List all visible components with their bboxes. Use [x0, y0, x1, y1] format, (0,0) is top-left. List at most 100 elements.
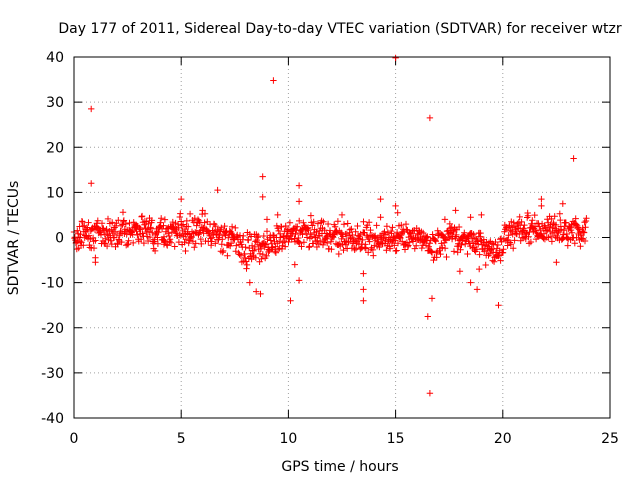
- data-point: [309, 222, 316, 229]
- data-point: [560, 227, 568, 234]
- data-point: [120, 217, 128, 224]
- data-point: [433, 254, 440, 261]
- data-point: [478, 211, 485, 219]
- data-point: [110, 234, 118, 241]
- data-point: [138, 212, 146, 220]
- data-point: [300, 219, 307, 226]
- data-point: [277, 234, 284, 241]
- data-point: [394, 209, 401, 216]
- data-point: [90, 244, 98, 252]
- data-point: [102, 235, 109, 242]
- data-point: [238, 241, 245, 248]
- data-point: [185, 223, 192, 230]
- data-point: [201, 210, 209, 217]
- data-point: [260, 232, 267, 240]
- data-point: [567, 226, 575, 234]
- data-point: [146, 233, 154, 241]
- data-point: [537, 226, 544, 234]
- data-point: [272, 243, 279, 250]
- data-point: [366, 238, 373, 245]
- data-point: [314, 220, 322, 227]
- data-point: [298, 243, 305, 250]
- data-point: [179, 221, 187, 228]
- data-point: [232, 248, 239, 255]
- data-point: [237, 252, 245, 259]
- data-point: [94, 217, 101, 224]
- data-point: [553, 259, 560, 266]
- data-point: [338, 211, 346, 219]
- data-point: [467, 279, 474, 286]
- data-point: [360, 218, 367, 225]
- data-point: [439, 244, 446, 251]
- data-point: [538, 195, 545, 203]
- data-point: [148, 217, 156, 224]
- data-point: [340, 246, 347, 254]
- data-point: [348, 225, 355, 233]
- data-point: [185, 239, 192, 247]
- data-point: [224, 252, 231, 259]
- data-point: [303, 234, 311, 241]
- data-point: [74, 227, 81, 234]
- data-point: [371, 242, 378, 249]
- data-point: [178, 222, 185, 229]
- y-tick-label: 40: [46, 50, 64, 66]
- data-point: [376, 243, 383, 251]
- data-point: [87, 235, 94, 243]
- data-point: [256, 250, 264, 257]
- data-point: [507, 241, 515, 248]
- data-point: [344, 220, 351, 227]
- data-point: [125, 237, 132, 244]
- data-point: [292, 230, 299, 238]
- data-point: [527, 238, 535, 246]
- data-point: [458, 241, 465, 249]
- data-point: [144, 233, 151, 240]
- data-point: [269, 244, 276, 251]
- data-point: [103, 242, 111, 250]
- x-tick-label: 5: [177, 431, 186, 447]
- data-point: [437, 250, 444, 258]
- data-point: [176, 231, 183, 239]
- data-point: [306, 243, 313, 250]
- data-point: [577, 243, 584, 250]
- data-point: [505, 232, 512, 239]
- data-point: [464, 250, 471, 258]
- data-point: [524, 212, 532, 219]
- data-point: [117, 222, 125, 229]
- data-point: [470, 231, 477, 238]
- data-point: [398, 221, 405, 229]
- data-point: [319, 241, 327, 249]
- data-point: [510, 245, 517, 252]
- data-point: [581, 219, 588, 226]
- data-point: [523, 229, 530, 237]
- data-point: [562, 219, 570, 226]
- data-point: [108, 240, 115, 248]
- data-point: [430, 256, 437, 264]
- data-point: [88, 180, 95, 187]
- data-point: [321, 226, 328, 234]
- data-point: [490, 258, 498, 265]
- data-point: [199, 207, 206, 214]
- data-point: [365, 219, 373, 226]
- data-point: [227, 240, 235, 247]
- data-point: [79, 223, 87, 230]
- data-point: [161, 216, 169, 223]
- data-point: [412, 235, 419, 242]
- data-point: [494, 241, 501, 249]
- data-point: [346, 226, 354, 233]
- data-point: [258, 255, 265, 263]
- data-point: [467, 214, 474, 221]
- data-point: [242, 258, 250, 265]
- y-tick-label: -30: [41, 366, 64, 382]
- data-point: [360, 286, 367, 293]
- data-point: [118, 238, 125, 246]
- data-point: [583, 215, 590, 222]
- data-point: [581, 237, 589, 245]
- data-point: [275, 227, 282, 235]
- data-points: [70, 54, 590, 397]
- y-tick-label: 20: [46, 140, 64, 156]
- data-point: [221, 222, 228, 230]
- data-point: [151, 247, 159, 255]
- data-point: [418, 244, 425, 252]
- data-point: [469, 239, 477, 247]
- data-point: [384, 229, 391, 236]
